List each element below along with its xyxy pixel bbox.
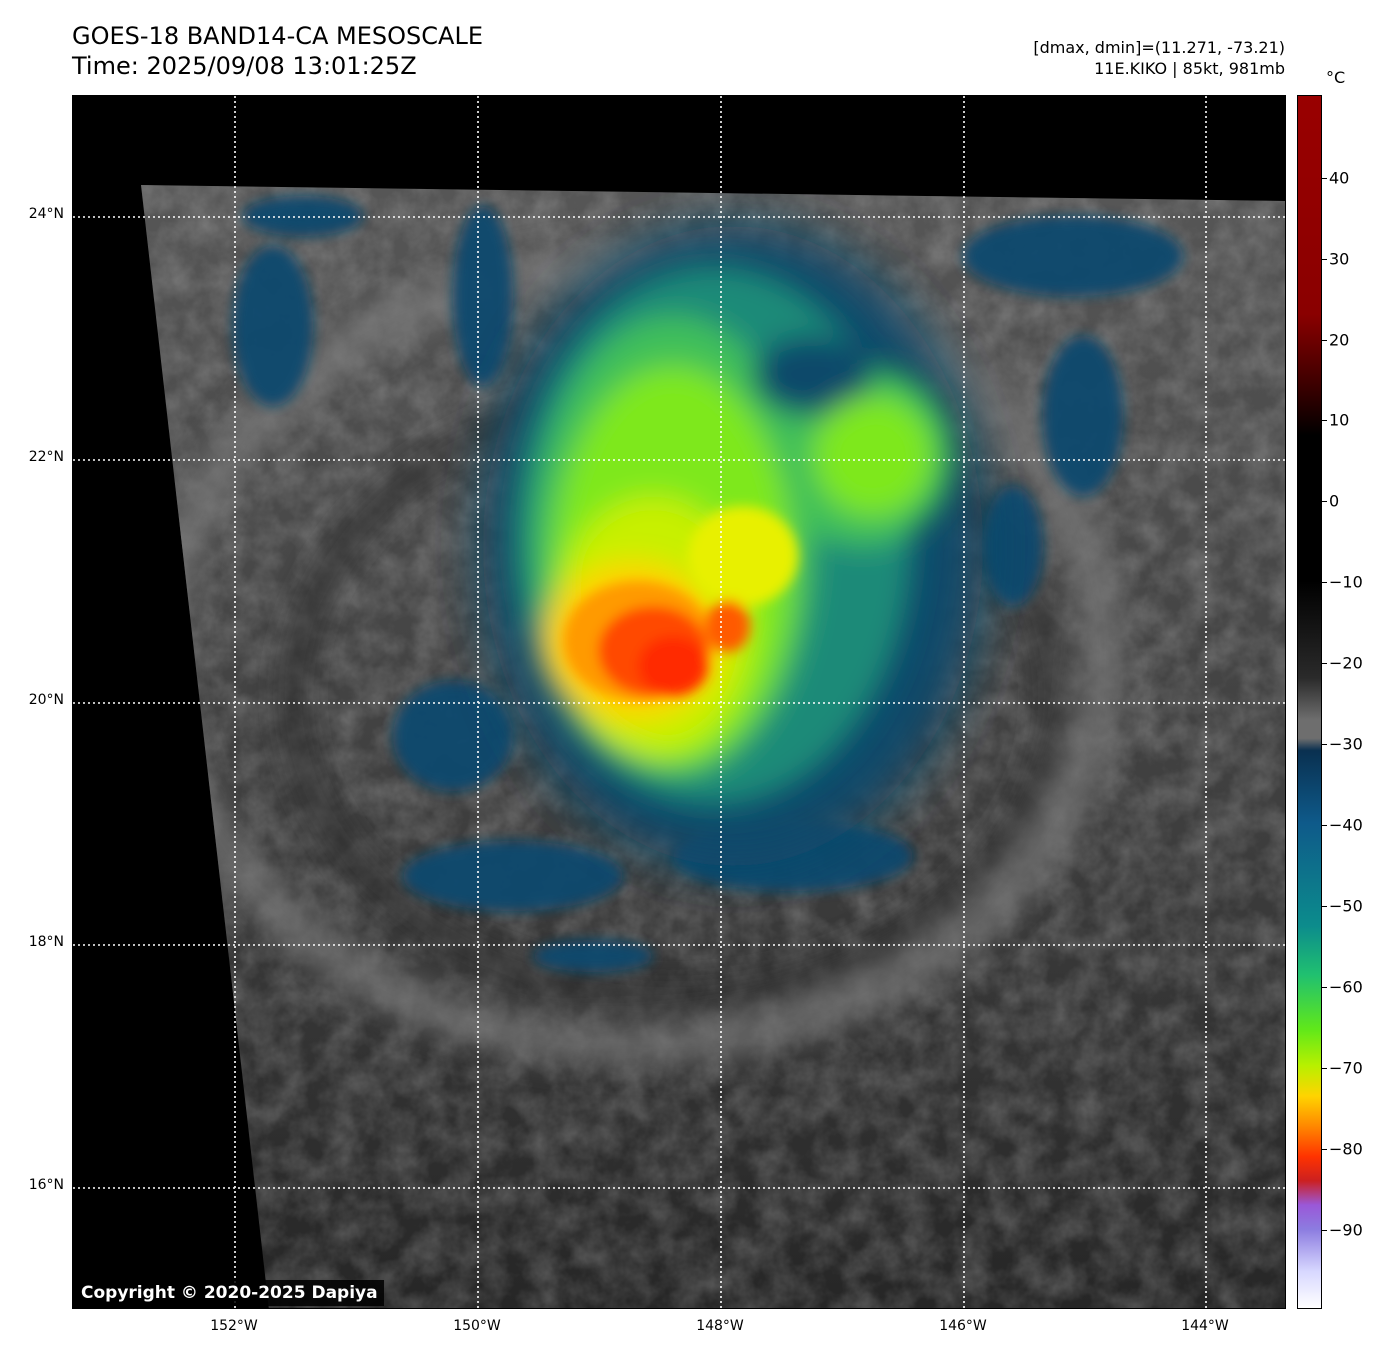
lon-label-150w: 150°W <box>453 1318 501 1334</box>
colorbar-tick-minus60: −60 <box>1329 977 1363 997</box>
colorbar-tickmark <box>1322 1149 1327 1150</box>
colorbar-tickmark <box>1322 1068 1327 1069</box>
lon-label-146w: 146°W <box>939 1318 987 1334</box>
colorbar-tick-minus50: −50 <box>1329 896 1363 916</box>
image-swath <box>141 185 1285 1308</box>
lat-label-18n: 18°N <box>28 934 64 950</box>
colorbar-tick-minus10: −10 <box>1329 572 1363 592</box>
figure-title: GOES-18 BAND14-CA MESOSCALE <box>72 22 483 50</box>
lon-label-144w: 144°W <box>1181 1318 1229 1334</box>
colorbar-tick-0: 0 <box>1329 491 1340 511</box>
colorbar-tick-40: 40 <box>1329 168 1350 188</box>
colorbar-tick-minus90: −90 <box>1329 1220 1363 1240</box>
colorbar-tickmark <box>1322 744 1327 745</box>
colorbar-unit: °C <box>1326 68 1346 87</box>
colorbar-tickmark <box>1322 259 1327 260</box>
satellite-image <box>73 96 1285 1308</box>
colorbar-tickmark <box>1322 178 1327 179</box>
colorbar-tickmark <box>1322 906 1327 907</box>
storm-info-label: 11E.KIKO | 85kt, 981mb <box>1094 59 1285 78</box>
lat-label-16n: 16°N <box>28 1177 64 1193</box>
lat-label-22n: 22°N <box>28 449 64 465</box>
lat-label-24n: 24°N <box>28 206 64 222</box>
colorbar-tickmark <box>1322 582 1327 583</box>
colorbar-tick-minus40: −40 <box>1329 815 1363 835</box>
data-range-label: [dmax, dmin]=(11.271, -73.21) <box>1033 38 1285 57</box>
colorbar-tickmark <box>1322 420 1327 421</box>
lat-label-20n: 20°N <box>28 692 64 708</box>
colorbar-tick-30: 30 <box>1329 249 1350 269</box>
lon-label-152w: 152°W <box>210 1318 258 1334</box>
colorbar-tickmark <box>1322 340 1327 341</box>
figure-time: Time: 2025/09/08 13:01:25Z <box>72 52 417 80</box>
lon-label-148w: 148°W <box>696 1318 744 1334</box>
colorbar-tick-10: 10 <box>1329 410 1350 430</box>
colorbar-tickmark <box>1322 825 1327 826</box>
colorbar-tickmark <box>1322 1230 1327 1231</box>
satellite-map: Copyright © 2020-2025 Dapiya <box>72 95 1286 1309</box>
colorbar-tickmark <box>1322 663 1327 664</box>
colorbar <box>1297 95 1322 1309</box>
colorbar-tickmark <box>1322 987 1327 988</box>
colorbar-tickmark <box>1322 501 1327 502</box>
copyright-label: Copyright © 2020-2025 Dapiya <box>75 1280 384 1306</box>
colorbar-tick-minus30: −30 <box>1329 734 1363 754</box>
colorbar-tick-20: 20 <box>1329 330 1350 350</box>
gridlines <box>73 96 1285 1308</box>
colorbar-tick-minus80: −80 <box>1329 1139 1363 1159</box>
colorbar-tick-minus20: −20 <box>1329 653 1363 673</box>
colorbar-tick-minus70: −70 <box>1329 1058 1363 1078</box>
